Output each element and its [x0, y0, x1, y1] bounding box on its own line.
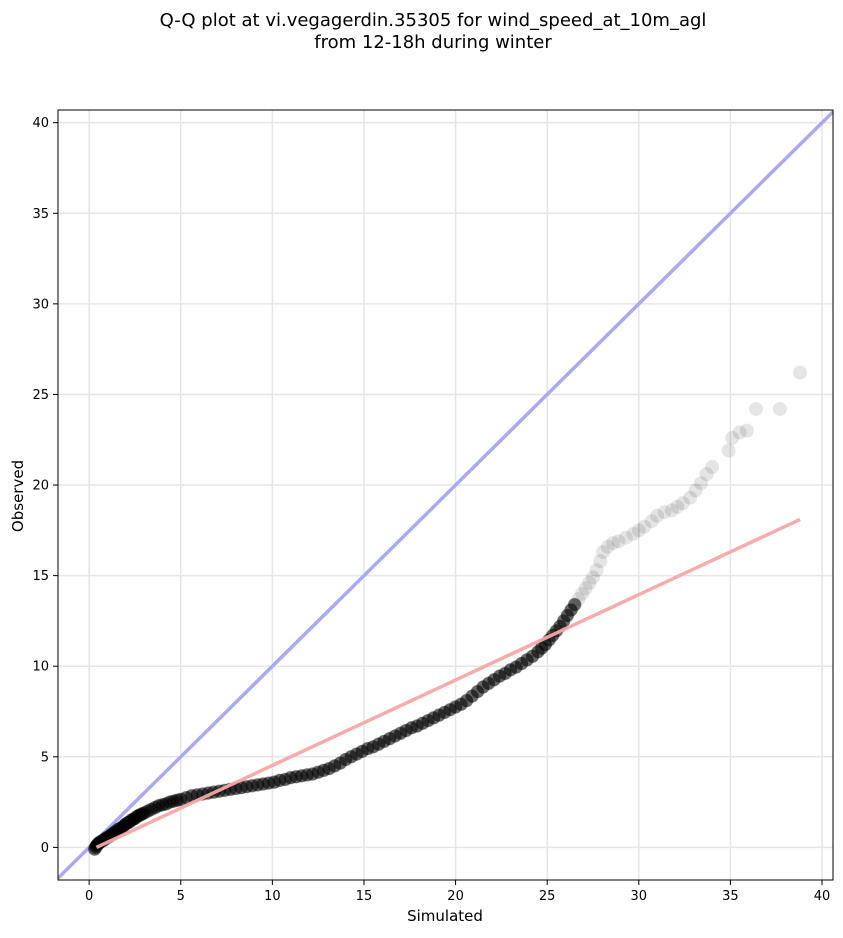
x-tick-label: 5 — [177, 889, 185, 904]
data-point — [574, 586, 589, 601]
data-point — [631, 523, 646, 538]
chart-title-line-2: from 12-18h during winter — [314, 32, 552, 53]
x-tick-label: 10 — [264, 889, 281, 904]
data-point — [683, 490, 698, 505]
data-point — [582, 575, 597, 590]
data-point — [739, 423, 754, 438]
data-point — [732, 425, 747, 440]
y-tick-label: 5 — [41, 750, 49, 765]
data-point — [606, 536, 621, 551]
data-point — [670, 499, 685, 514]
x-axis: 0 5 10 15 20 25 30 35 40 — [85, 880, 830, 904]
data-point — [585, 570, 600, 585]
y-tick-label: 20 — [32, 479, 49, 494]
y-tick-label: 15 — [32, 569, 49, 584]
data-point — [600, 539, 615, 554]
data-point — [664, 503, 679, 518]
data-point — [688, 483, 703, 498]
data-point — [772, 401, 787, 416]
data-point — [749, 401, 764, 416]
y-tick-label: 35 — [32, 207, 49, 222]
data-point — [578, 581, 593, 596]
identity-line — [58, 110, 833, 880]
data-point — [611, 534, 626, 549]
x-axis-label: Simulated — [407, 907, 483, 925]
y-tick-label: 25 — [32, 388, 49, 403]
plot-area — [58, 110, 833, 880]
data-point — [568, 598, 582, 612]
data-point — [626, 526, 641, 541]
y-tick-label: 10 — [32, 660, 49, 675]
y-tick-label: 0 — [41, 841, 49, 856]
data-point — [675, 496, 690, 511]
x-tick-label: 20 — [447, 889, 464, 904]
data-point — [699, 467, 714, 482]
data-point — [694, 476, 709, 491]
data-point — [644, 514, 659, 529]
data-point — [721, 443, 736, 458]
data-point — [725, 430, 740, 445]
grid — [58, 110, 833, 880]
fit-line — [95, 517, 801, 849]
x-tick-label: 0 — [85, 889, 93, 904]
data-point — [596, 545, 611, 560]
plot-frame — [57, 109, 834, 881]
data-point — [650, 508, 665, 523]
data-point — [637, 519, 652, 534]
x-tick-label: 15 — [356, 889, 373, 904]
data-point — [589, 563, 604, 578]
data-point — [618, 530, 633, 545]
x-tick-label: 30 — [631, 889, 648, 904]
y-tick-label: 30 — [32, 297, 49, 312]
data-point — [705, 459, 720, 474]
data-point — [593, 554, 608, 569]
x-tick-label: 35 — [722, 889, 739, 904]
y-tick-label: 40 — [32, 116, 49, 131]
data-point — [793, 365, 808, 380]
data-point — [657, 505, 672, 520]
y-axis-label: Observed — [9, 460, 27, 532]
x-tick-label: 40 — [814, 889, 831, 904]
x-tick-label: 25 — [539, 889, 556, 904]
y-axis: 0 5 10 15 20 25 30 35 40 — [32, 116, 58, 856]
chart-title-line-1: Q-Q plot at vi.vegagerdin.35305 for wind… — [160, 10, 707, 31]
